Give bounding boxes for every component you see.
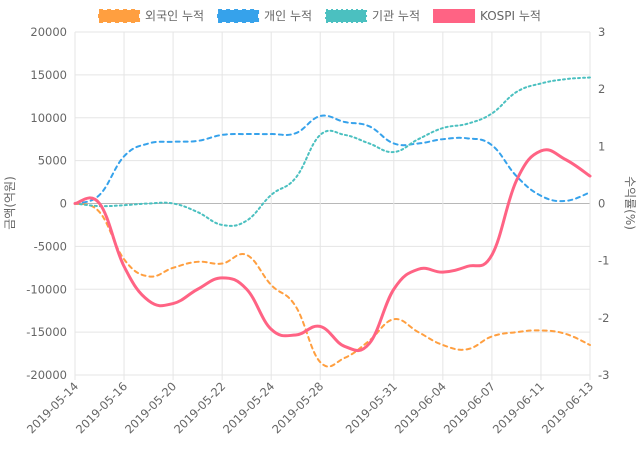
right-tick-label: 2	[598, 82, 605, 96]
x-tick-label: 2019-05-31	[343, 379, 400, 436]
left-tick-label: 0	[60, 197, 67, 211]
right-tick-label: 1	[598, 139, 605, 153]
left-axis-title: 금액(억원)	[3, 176, 17, 230]
series-line-개인-누적	[74, 114, 591, 205]
legend-item[interactable]: 기관 누적	[325, 9, 420, 23]
x-tick-label: 2019-05-16	[73, 379, 130, 436]
legend-swatch	[325, 9, 368, 23]
left-axis-ticks: 20000 15000 10000 5000 0 -5000 -10000 -15000 -20…	[26, 25, 67, 382]
series-line-KOSPI-누적	[73, 148, 592, 353]
legend-swatch	[217, 9, 260, 23]
x-tick-label: 2019-05-20	[122, 379, 179, 436]
series-line-기관-누적	[74, 76, 591, 227]
right-tick-label: -1	[598, 254, 609, 268]
left-tick-label: 5000	[38, 154, 67, 168]
left-tick-label: 10000	[30, 111, 67, 125]
x-tick-label: 2019-05-28	[269, 379, 326, 436]
x-axis-ticks: 2019-05-142019-05-162019-05-202019-05-22…	[24, 379, 596, 436]
legend-item[interactable]: 개인 누적	[217, 9, 312, 23]
legend-item[interactable]: KOSPI 누적	[433, 9, 541, 23]
x-tick-label: 2019-06-07	[441, 379, 498, 436]
legend-item[interactable]: 외국인 누적	[98, 9, 204, 23]
x-tick-label: 2019-06-11	[490, 379, 547, 436]
x-tick-label: 2019-06-04	[392, 379, 449, 436]
legend-label: 개인 누적	[264, 9, 312, 23]
right-tick-label: 0	[598, 197, 605, 211]
left-tick-label: -15000	[26, 325, 67, 339]
legend-label: 기관 누적	[372, 9, 420, 23]
x-tick-label: 2019-05-24	[220, 379, 277, 436]
left-tick-label: -5000	[34, 239, 67, 253]
grid-layer	[74, 31, 591, 380]
legend-swatch	[98, 9, 141, 23]
series-layer	[73, 76, 592, 368]
legend: 외국인 누적 개인 누적 기관 누적 KOSPI 누적	[98, 9, 541, 23]
right-tick-label: 3	[598, 25, 605, 39]
x-tick-label: 2019-05-22	[171, 379, 228, 436]
left-tick-label: 15000	[30, 68, 67, 82]
right-tick-label: -3	[598, 368, 609, 382]
right-axis-title: 수익률(%)	[623, 176, 637, 230]
legend-label: KOSPI 누적	[480, 9, 541, 23]
legend-label: 외국인 누적	[145, 9, 204, 23]
right-axis-ticks: 3 2 1 0 -1 -2 -3	[598, 25, 609, 382]
left-tick-label: -10000	[26, 282, 67, 296]
right-tick-label: -2	[598, 311, 609, 325]
series-line-외국인-누적	[74, 202, 591, 368]
x-tick-label: 2019-06-13	[539, 379, 596, 436]
x-tick-label: 2019-05-14	[24, 379, 81, 436]
legend-swatch	[433, 9, 476, 23]
left-tick-label: 20000	[30, 25, 67, 39]
left-tick-label: -20000	[26, 368, 67, 382]
